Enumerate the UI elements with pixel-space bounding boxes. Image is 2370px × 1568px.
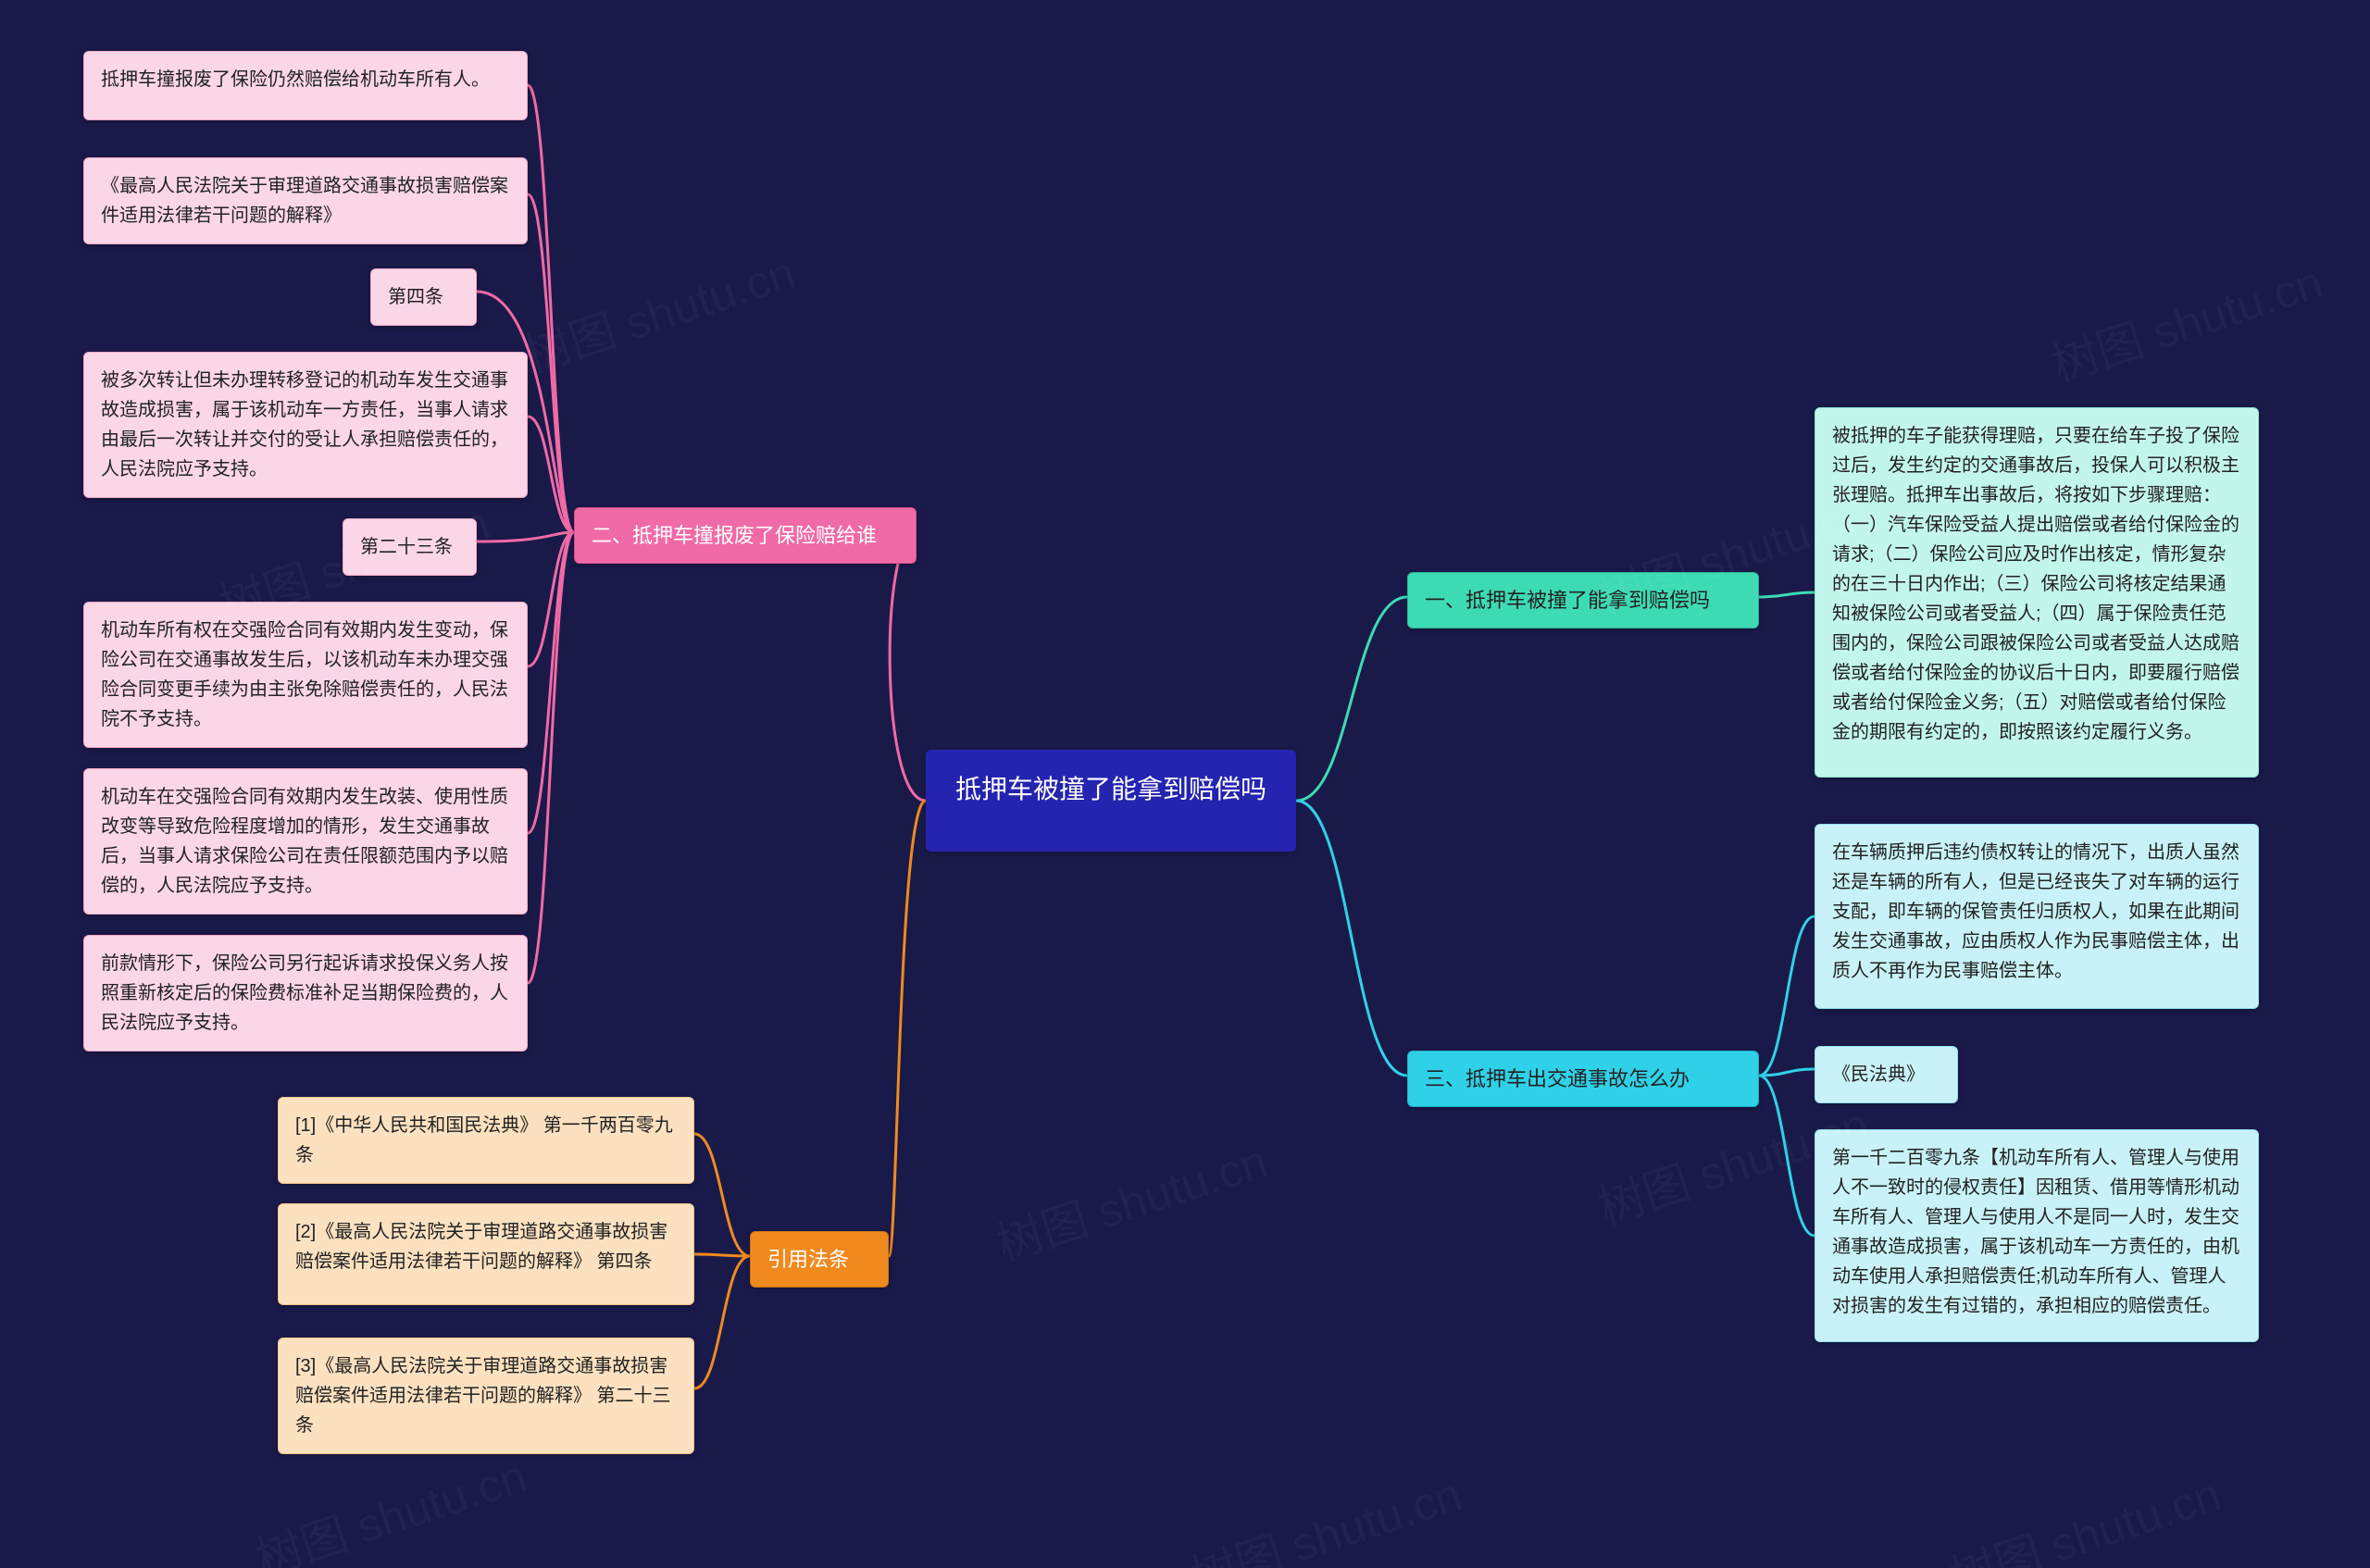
branch-2-leaf-7: 前款情形下，保险公司另行起诉请求投保义务人按照重新核定后的保险费标准补足当期保险… — [83, 935, 528, 1052]
watermark: 树图 shutu.cn — [2042, 245, 2329, 395]
watermark: 树图 shutu.cn — [246, 1439, 533, 1568]
branch-2-leaf-3: 被多次转让但未办理转移登记的机动车发生交通事故造成损害，属于该机动车一方责任，当… — [83, 352, 528, 498]
watermark: 树图 shutu.cn — [515, 236, 802, 386]
root-node[interactable]: 抵押车被撞了能拿到赔偿吗 — [926, 750, 1296, 852]
branch-3-leaf-1: 《民法典》 — [1815, 1046, 1958, 1103]
watermark: 树图 shutu.cn — [1181, 1458, 1468, 1568]
branch-3-leaf-2: 第一千二百零九条【机动车所有人、管理人与使用人不一致时的侵权责任】因租赁、借用等… — [1815, 1129, 2259, 1342]
branch-3-leaf-0: 在车辆质押后违约债权转让的情况下，出质人虽然还是车辆的所有人，但是已经丧失了对车… — [1815, 824, 2259, 1009]
branch-4-leaf-1: [2]《最高人民法院关于审理道路交通事故损害赔偿案件适用法律若干问题的解释》 第… — [278, 1203, 694, 1305]
branch-2-leaf-2: 第四条 — [370, 268, 477, 326]
branch-4-leaf-2: [3]《最高人民法院关于审理道路交通事故损害赔偿案件适用法律若干问题的解释》 第… — [278, 1338, 694, 1454]
branch-1-leaf-0: 被抵押的车子能获得理赔，只要在给车子投了保险过后，发生约定的交通事故后，投保人可… — [1815, 407, 2259, 778]
branch-2-leaf-5: 机动车所有权在交强险合同有效期内发生变动，保险公司在交通事故发生后，以该机动车未… — [83, 602, 528, 748]
branch-2[interactable]: 二、抵押车撞报废了保险赔给谁 — [574, 507, 917, 564]
branch-2-leaf-0: 抵押车撞报废了保险仍然赔偿给机动车所有人。 — [83, 51, 528, 120]
branch-2-leaf-1: 《最高人民法院关于审理道路交通事故损害赔偿案件适用法律若干问题的解释》 — [83, 157, 528, 244]
branch-2-leaf-4: 第二十三条 — [343, 518, 477, 576]
branch-2-leaf-6: 机动车在交强险合同有效期内发生改装、使用性质改变等导致危险程度增加的情形，发生交… — [83, 768, 528, 915]
watermark: 树图 shutu.cn — [987, 1125, 1274, 1275]
branch-4-leaf-0: [1]《中华人民共和国民法典》 第一千两百零九条 — [278, 1097, 694, 1184]
branch-3[interactable]: 三、抵押车出交通事故怎么办 — [1407, 1051, 1759, 1107]
watermark: 树图 shutu.cn — [1940, 1458, 2227, 1568]
branch-1[interactable]: 一、抵押车被撞了能拿到赔偿吗 — [1407, 572, 1759, 628]
branch-4[interactable]: 引用法条 — [750, 1231, 889, 1288]
